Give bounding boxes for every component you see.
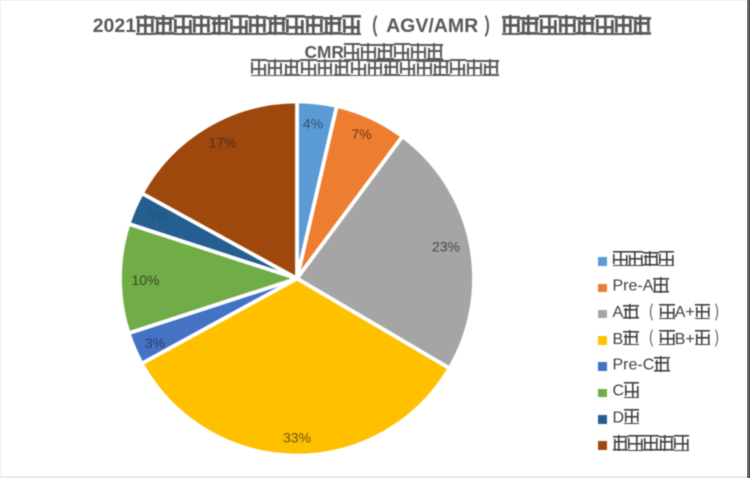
svg-text:10%: 10% [131, 272, 159, 288]
svg-text:17%: 17% [208, 135, 236, 151]
svg-text:7%: 7% [351, 126, 371, 142]
svg-text:4%: 4% [303, 116, 323, 132]
svg-text:33%: 33% [283, 430, 311, 446]
svg-text:3%: 3% [147, 207, 167, 223]
svg-text:3%: 3% [145, 335, 165, 351]
svg-text:23%: 23% [432, 239, 460, 255]
